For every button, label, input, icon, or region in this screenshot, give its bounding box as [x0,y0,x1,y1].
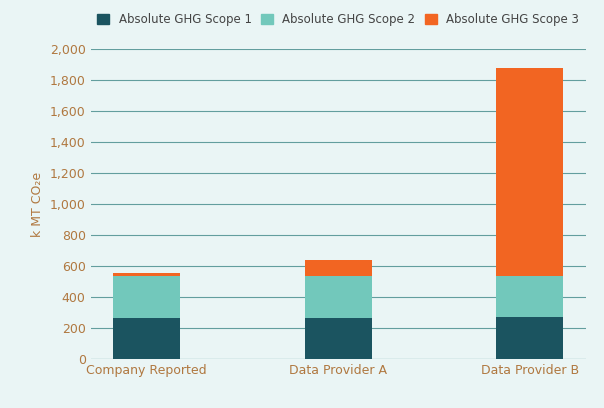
Bar [496,317,564,359]
Bar [113,273,180,276]
Bar [113,318,180,359]
Y-axis label: k MT CO₂e: k MT CO₂e [31,171,44,237]
Bar [113,276,180,318]
Legend: Absolute GHG Scope 1, Absolute GHG Scope 2, Absolute GHG Scope 3: Absolute GHG Scope 1, Absolute GHG Scope… [93,8,583,31]
Bar [304,260,372,276]
Bar [304,318,372,359]
Bar [496,276,564,317]
Bar [304,276,372,318]
Bar [496,69,564,276]
